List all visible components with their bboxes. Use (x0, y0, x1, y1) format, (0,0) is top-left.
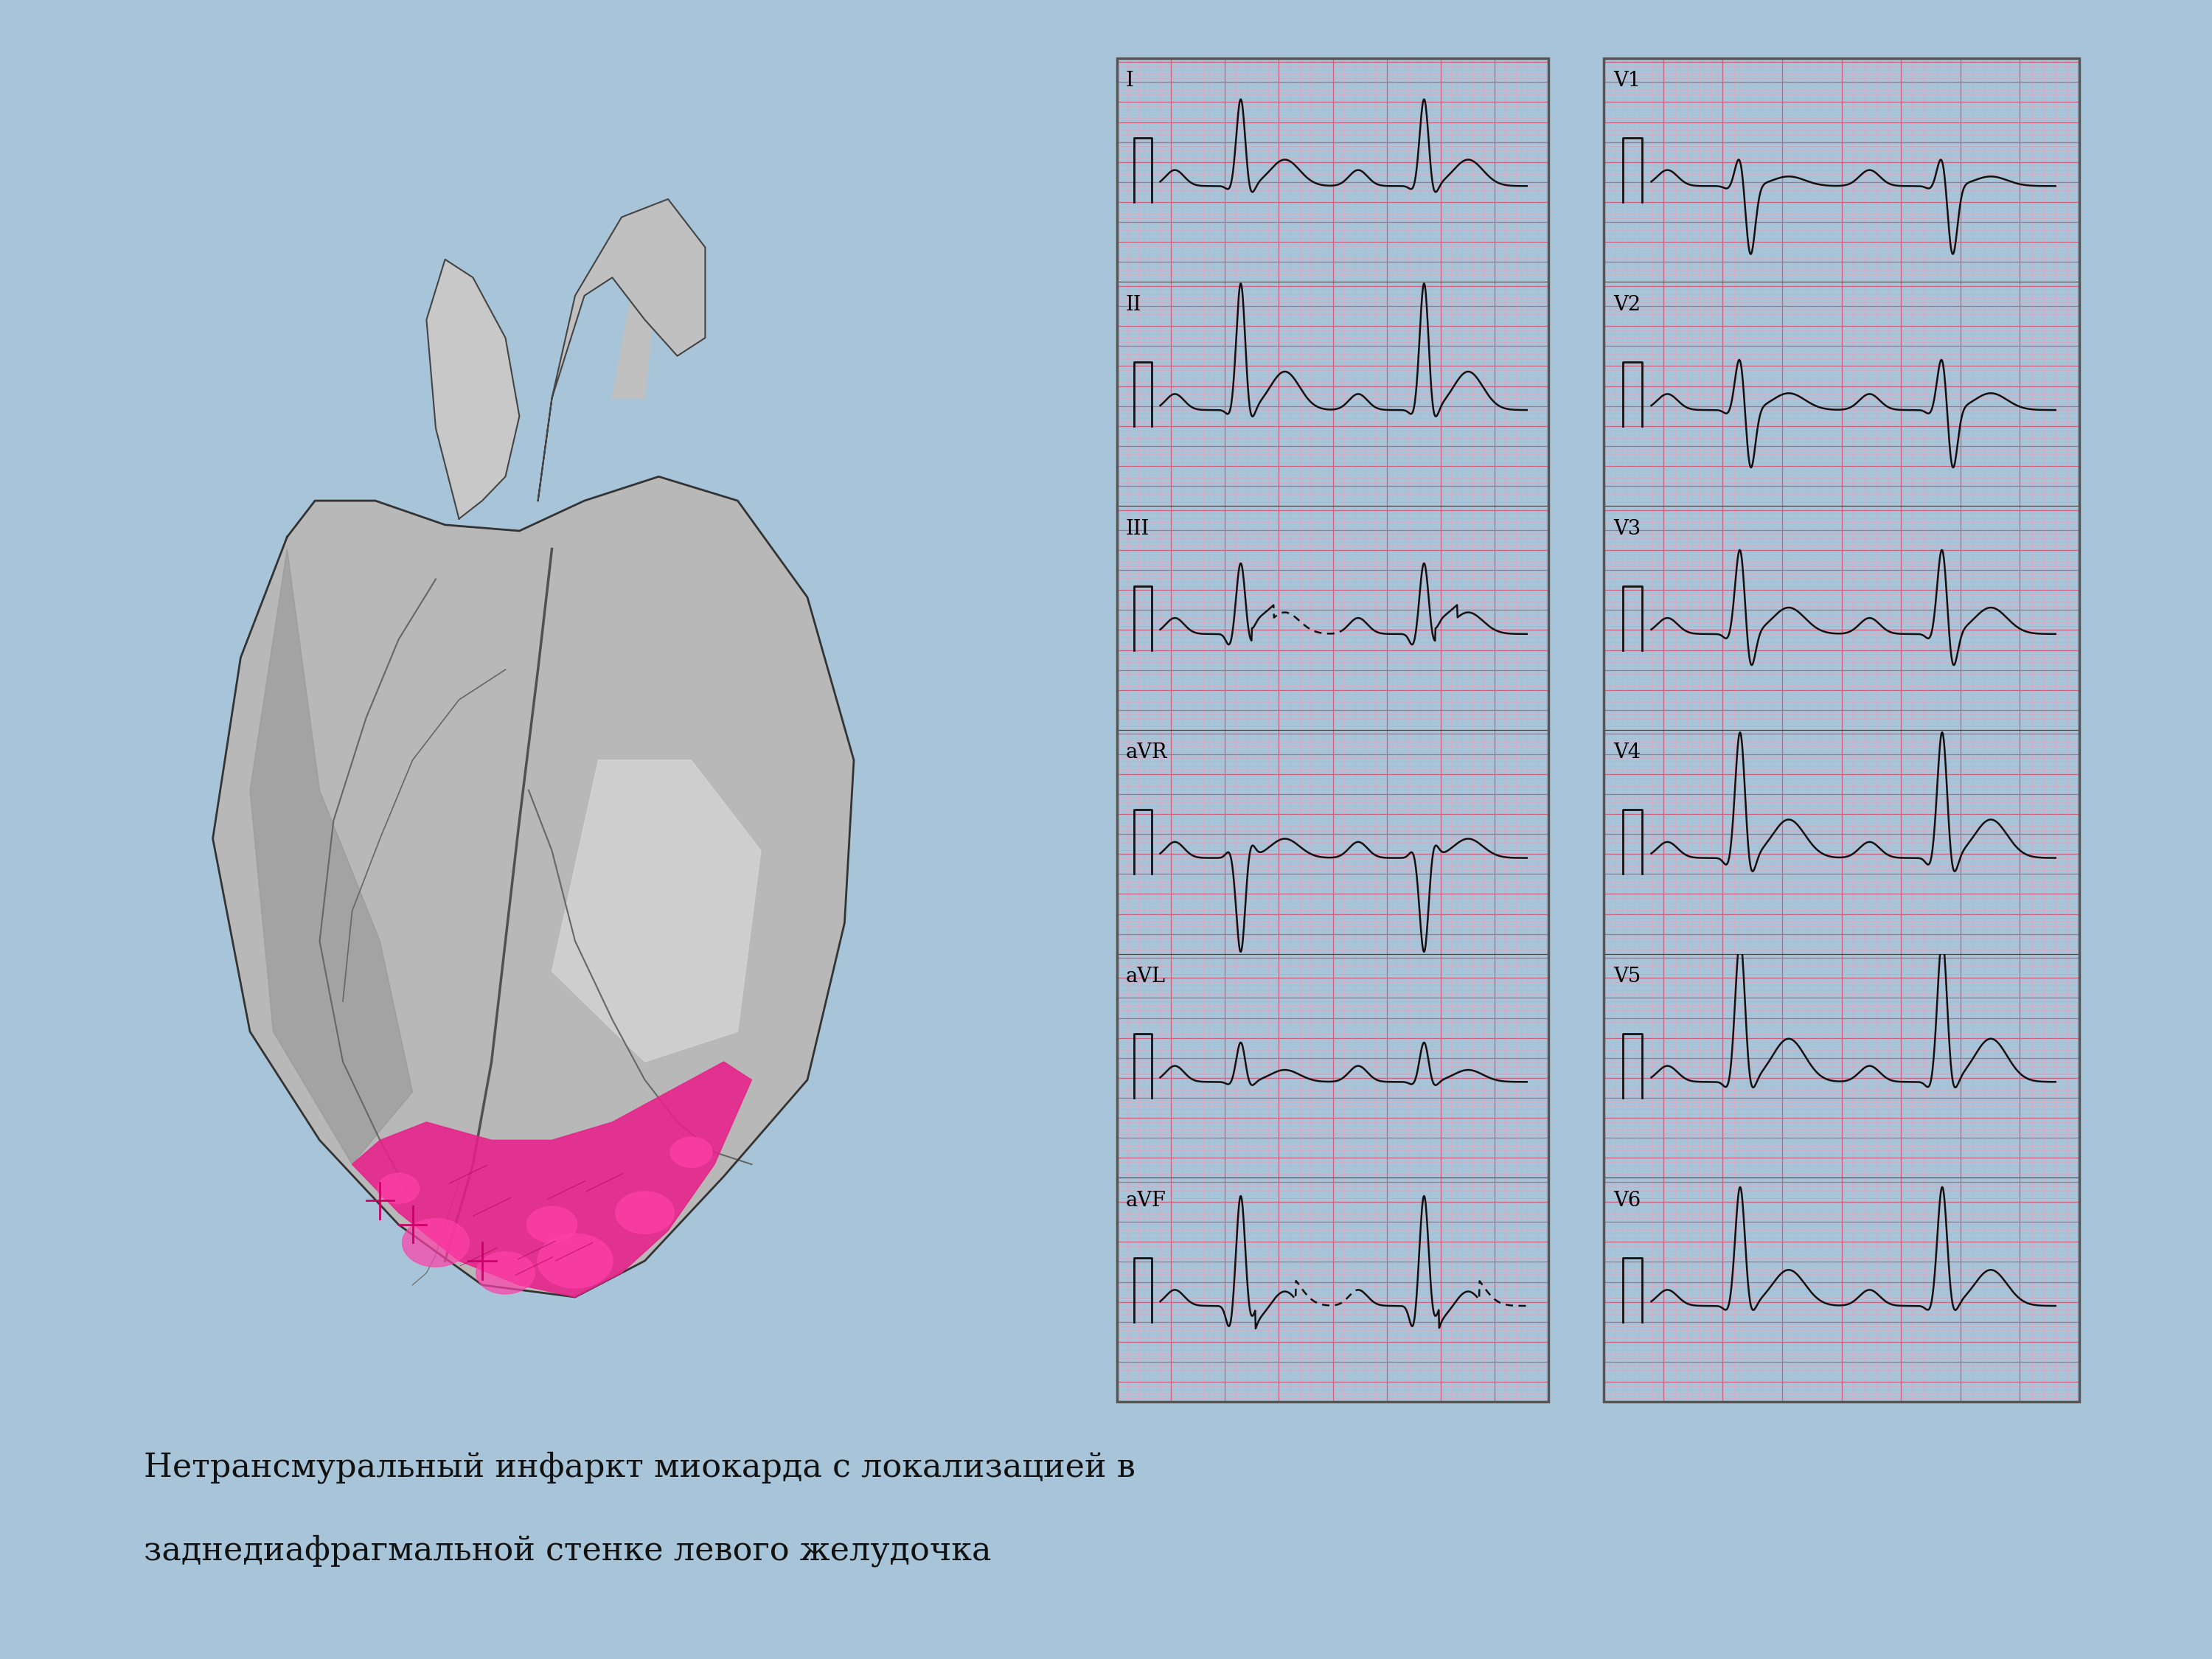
Ellipse shape (526, 1206, 577, 1243)
Ellipse shape (378, 1173, 420, 1203)
Text: V3: V3 (1613, 519, 1641, 539)
Text: V5: V5 (1613, 967, 1641, 987)
Text: V2: V2 (1613, 295, 1641, 315)
Polygon shape (613, 247, 659, 398)
Polygon shape (427, 259, 520, 519)
Text: III: III (1126, 519, 1150, 539)
Bar (1604, 282, 2079, 506)
Polygon shape (553, 760, 761, 1062)
Text: V1: V1 (1613, 71, 1641, 91)
Bar (1604, 506, 2079, 730)
Text: V6: V6 (1613, 1191, 1641, 1211)
Bar (1117, 1178, 1548, 1402)
Text: заднедиафрагмальной стенке левого желудочка: заднедиафрагмальной стенке левого желудо… (144, 1535, 991, 1566)
Bar (1604, 58, 2079, 282)
Text: aVL: aVL (1126, 967, 1166, 987)
Text: Нетрансмуральный инфаркт миокарда с локализацией в: Нетрансмуральный инфаркт миокарда с лока… (144, 1452, 1135, 1483)
Bar (1117, 506, 1548, 730)
Bar (1604, 954, 2079, 1178)
Polygon shape (538, 199, 706, 501)
Polygon shape (250, 549, 411, 1165)
Ellipse shape (538, 1234, 613, 1287)
Ellipse shape (670, 1136, 712, 1168)
Polygon shape (352, 1062, 752, 1297)
Bar (1117, 58, 1548, 282)
Text: V4: V4 (1613, 743, 1641, 763)
Text: I: I (1126, 71, 1133, 91)
Text: aVF: aVF (1126, 1191, 1166, 1211)
Text: aVR: aVR (1126, 743, 1168, 763)
Ellipse shape (476, 1253, 535, 1294)
Bar (1604, 730, 2079, 954)
Polygon shape (212, 476, 854, 1297)
Ellipse shape (615, 1191, 675, 1234)
Bar (1117, 730, 1548, 954)
Bar (1604, 1178, 2079, 1402)
Ellipse shape (403, 1219, 469, 1267)
Bar (1117, 282, 1548, 506)
Text: II: II (1126, 295, 1141, 315)
Bar (1117, 954, 1548, 1178)
